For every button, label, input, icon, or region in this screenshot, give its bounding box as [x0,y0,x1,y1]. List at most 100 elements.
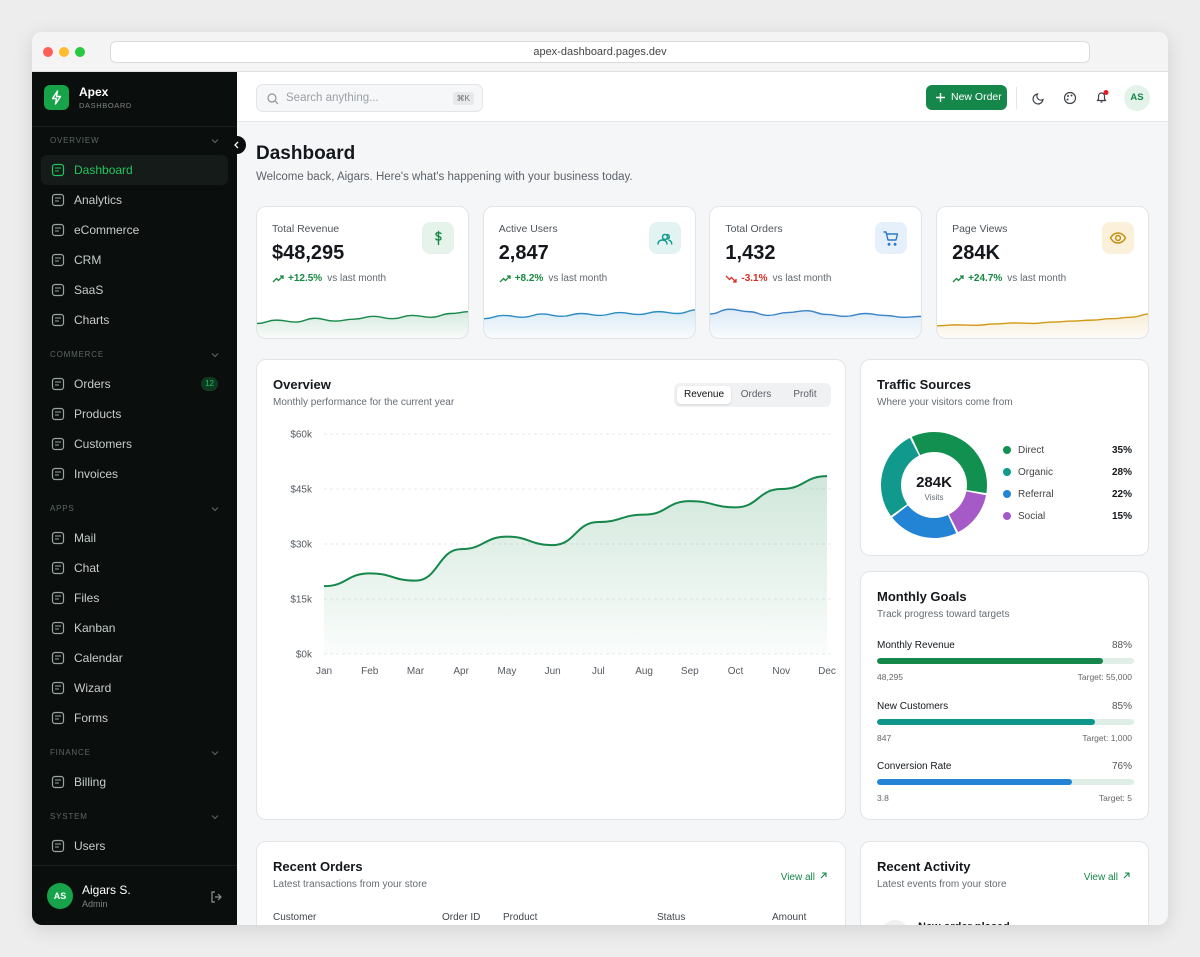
activity-icon [881,920,909,925]
nav-item[interactable]: Kanban [41,613,228,643]
nav-item[interactable]: Forms [41,703,228,733]
section-title: OVERVIEW [50,136,100,145]
nav-item[interactable]: Charts [41,305,228,335]
nav-icon [51,839,65,853]
icon-shape [51,437,65,451]
nav-item[interactable]: Mail [41,523,228,553]
nav-icon [51,407,65,421]
section-chevron[interactable] [211,137,219,145]
nav-item[interactable]: eCommerce [41,215,228,245]
icon-shape [51,711,65,725]
nav-item[interactable]: Invoices [41,459,228,489]
goal-name: New Customers [877,700,949,712]
card-title: Overview [273,377,331,392]
goal-current: 847 [877,732,892,743]
goal-target: Target: 55,000 [1077,672,1132,682]
zoom-dot[interactable] [75,47,85,57]
nav-item[interactable]: Billing [41,767,228,797]
chart-tab[interactable]: Profit [793,389,817,400]
legend-label: Organic [1018,467,1054,478]
nav-item[interactable]: SaaS [41,275,228,305]
user-avatar[interactable]: AS [47,883,73,909]
nav-item[interactable]: Wizard [41,673,228,703]
y-tick-label: $15k [290,595,313,606]
browser-window: apex-dashboard.pages.dev Apex DASHBOARD … [32,32,1168,925]
icon-shape [51,839,65,853]
stat-value: 2,847 [498,242,549,264]
chart-tab[interactable]: Orders [740,389,772,400]
goal-percent: 85% [1111,700,1132,712]
theme-toggle[interactable] [1032,91,1046,105]
trend-icon [725,275,738,283]
icon-shape [51,651,65,665]
nav-icon [51,621,65,635]
stat-card: Total Orders 1,432 -3.1% vs last month [709,206,923,339]
close-dot[interactable] [43,47,53,57]
nav-item[interactable]: Chat [41,553,228,583]
sparkline-line [483,309,695,320]
nav-item[interactable]: Dashboard [41,155,228,185]
goal-track [877,658,1134,664]
sparkline-area [483,309,695,338]
overview-chart: $0k $15k $30k $45k $60k Jan Feb Mar Apr May Jun Jul… [290,430,836,678]
new-order-button[interactable]: New Order [926,85,1007,110]
trend-icon [272,275,284,283]
goal-target: Target: 5 [1098,793,1132,803]
nav-item[interactable]: Analytics [41,185,228,215]
nav-item[interactable]: Files [41,583,228,613]
nav-item[interactable]: Orders 12 [41,369,228,399]
recent-orders-card: Recent Orders Latest transactions from yo… [256,841,846,925]
goal-track [877,718,1134,725]
view-all-link[interactable]: View all [781,871,828,883]
goal-name: Monthly Revenue [877,640,955,651]
section-chevron[interactable] [211,813,219,821]
nav-item[interactable]: Products [41,399,228,429]
nav-icon [51,313,65,327]
link-label: View all [1083,872,1118,883]
logout-icon[interactable] [209,890,223,904]
collapse-icon [234,141,239,149]
nav-item[interactable]: CRM [41,245,228,275]
stat-label: Total Revenue [272,223,340,235]
icon-shape [55,595,61,600]
brand-logo[interactable] [44,85,69,110]
sidebar-collapse[interactable] [228,136,246,154]
x-tick-label: Sep [681,666,699,677]
search-input[interactable]: Search anything... ⌘K [256,84,483,112]
nav-item[interactable]: Customers [41,429,228,459]
area [324,476,827,654]
link-label: View all [780,872,815,883]
nav-label: Billing [74,775,107,789]
plus-icon [936,93,945,102]
nav-item[interactable]: Calendar [41,643,228,673]
nav-icon [51,561,65,575]
user-panel: AS Aigars S. Admin [32,865,237,925]
notifications-button[interactable] [1094,89,1110,105]
nav-icon [51,377,65,391]
nav-label: Wizard [74,681,112,695]
section-chevron[interactable] [211,505,219,513]
stat-card: Page Views 284K +24.7% vs last month [936,206,1150,339]
donut-segment [911,432,987,494]
search-placeholder: Search anything... [286,92,379,104]
url-bar[interactable]: apex-dashboard.pages.dev [110,41,1090,63]
sparkline [710,308,922,338]
view-all-link[interactable]: View all [1084,871,1131,883]
nav-icon [51,591,65,605]
section-chevron[interactable] [211,749,219,757]
section-title: COMMERCE [50,350,104,359]
brand-subtitle: DASHBOARD [79,101,132,110]
nav-item[interactable]: Users [41,831,228,861]
sparkline-area [937,314,1149,338]
y-tick-label: $60k [290,430,313,441]
table-header: Amount [772,912,807,923]
goal-name: Conversion Rate [877,761,952,772]
x-tick-label: Apr [453,666,469,677]
section-chevron[interactable] [211,351,219,359]
user-avatar[interactable]: AS [1124,85,1150,111]
minimize-dot[interactable] [59,47,69,57]
palette-button[interactable] [1063,91,1077,105]
browser-titlebar: apex-dashboard.pages.dev [32,32,1168,72]
stat-label: Active Users [498,223,558,235]
chart-tab[interactable]: Revenue [677,386,731,404]
